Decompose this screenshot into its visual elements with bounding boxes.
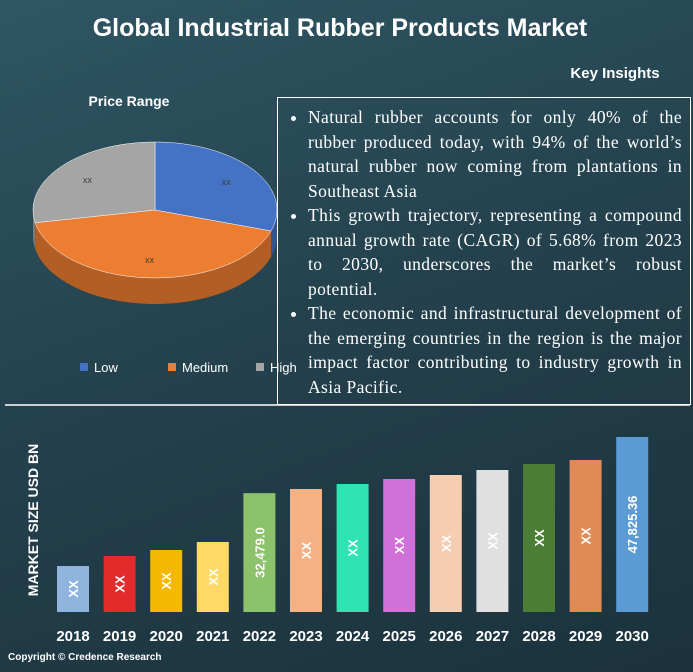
x-tick-label: 2019 — [103, 628, 136, 645]
bar — [476, 470, 509, 612]
x-tick-label: 2027 — [476, 628, 509, 645]
bar — [569, 459, 602, 612]
legend-swatch — [80, 363, 88, 371]
pie-slice — [32, 141, 156, 224]
insight-bullet: The economic and infrastructural develop… — [308, 301, 682, 399]
bar — [243, 493, 276, 612]
insights-list: Natural rubber accounts for only 40% of … — [286, 105, 682, 399]
bar-value-label: 47,825.36 — [625, 496, 640, 554]
insights-heading: Key Insights — [570, 65, 659, 82]
bar-value-label: XX — [66, 580, 81, 598]
pie-slice — [34, 209, 272, 279]
bar — [196, 542, 229, 612]
pie-title: Price Range — [89, 93, 170, 109]
legend-label: High — [270, 360, 297, 375]
bar — [523, 464, 555, 612]
pie-value-label: xx — [83, 175, 93, 185]
bar — [57, 566, 89, 612]
x-tick-label: 2021 — [196, 628, 229, 645]
pie-side — [271, 210, 277, 258]
legend-label: Low — [94, 360, 118, 375]
insights-box: Natural rubber accounts for only 40% of … — [277, 97, 691, 405]
x-tick-label: 2022 — [243, 628, 276, 645]
bar-value-label: XX — [299, 542, 314, 560]
x-tick-label: 2030 — [616, 628, 649, 645]
legend-swatch — [168, 363, 176, 371]
bar-value-label: XX — [439, 535, 454, 553]
bar — [383, 479, 416, 612]
bar-value-label: XX — [346, 539, 361, 557]
pie-slice — [154, 141, 278, 232]
bar — [150, 549, 183, 612]
pie-side — [35, 222, 272, 304]
bar-value-label: XX — [485, 532, 500, 550]
bar-value-label: XX — [206, 568, 221, 586]
pie-value-label: xx — [145, 255, 155, 265]
legend-swatch — [256, 363, 264, 371]
bar-value-label: XX — [113, 575, 128, 593]
x-tick-label: 2028 — [522, 628, 555, 645]
pie-value-label: xx — [222, 177, 232, 187]
bar — [616, 437, 649, 612]
bar-value-label: 32,479.0 — [252, 527, 267, 578]
insight-bullet: Natural rubber accounts for only 40% of … — [308, 105, 682, 203]
x-tick-label: 2018 — [56, 628, 89, 645]
copyright: Copyright © Credence Research — [8, 652, 162, 663]
insight-bullet: This growth trajectory, representing a c… — [308, 203, 682, 301]
bar-value-label: XX — [532, 529, 547, 547]
legend-label: Medium — [182, 360, 228, 375]
bar-value-label: XX — [159, 572, 174, 590]
bar — [336, 484, 369, 612]
x-tick-label: 2020 — [150, 628, 183, 645]
page-title: Global Industrial Rubber Products Market — [93, 14, 588, 42]
pie-side — [33, 210, 36, 249]
bar-value-label: XX — [392, 537, 407, 555]
x-tick-label: 2026 — [429, 628, 462, 645]
bar — [103, 556, 136, 612]
x-tick-label: 2023 — [289, 628, 322, 645]
x-tick-label: 2024 — [336, 628, 370, 645]
y-axis-label: MARKET SIZE USD BN — [25, 444, 41, 596]
bar — [290, 489, 322, 612]
bar-value-label: XX — [579, 527, 594, 545]
x-tick-label: 2029 — [569, 628, 602, 645]
x-tick-label: 2025 — [383, 628, 416, 645]
bar — [429, 475, 462, 612]
